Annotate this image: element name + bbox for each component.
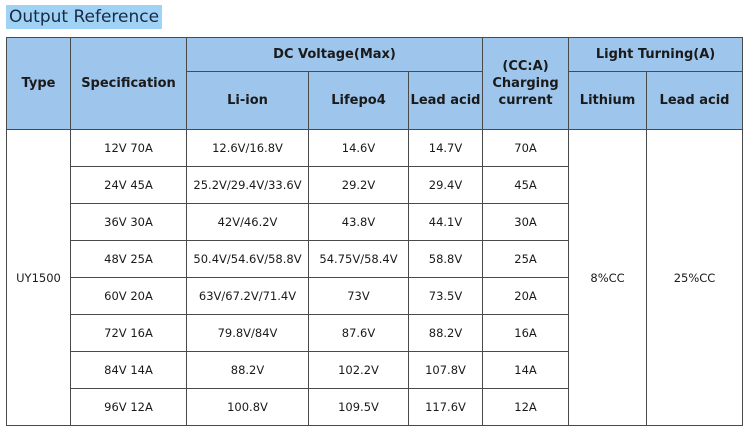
cell-charging-current: 45A — [482, 166, 570, 204]
cell-lifepo4: 43.8V — [308, 203, 409, 241]
table-body: UY1500 12V 70A 12.6V/16.8V 14.6V 14.7V 70A 8%C… — [6, 129, 744, 426]
table-row: 72V 16A 79.8V/84V 87.6V 88.2V 16A — [7, 314, 743, 352]
table-row: 96V 12A 100.8V 109.5V 117.6V 12A — [7, 388, 743, 426]
cell-spec: 48V 25A — [70, 240, 187, 278]
cell-lifepo4: 29.2V — [308, 166, 409, 204]
cell-li-ion: 88.2V — [186, 351, 309, 389]
header-type: Type — [6, 37, 71, 130]
cell-lead-acid: 88.2V — [407, 314, 484, 352]
cell-charging-current: 25A — [482, 240, 570, 278]
table-row: 60V 20A 63V/67.2V/71.4V 73V 73.5V 20A — [7, 277, 743, 315]
cell-li-ion: 79.8V/84V — [186, 314, 309, 352]
cell-light-lead-acid: 25%CC — [646, 129, 744, 426]
cell-li-ion: 42V/46.2V — [186, 203, 309, 241]
cell-lead-acid: 14.7V — [407, 129, 484, 167]
cell-light-lithium: 8%CC — [568, 129, 648, 426]
cell-charging-current: 20A — [482, 277, 570, 315]
cell-lifepo4: 109.5V — [308, 388, 409, 426]
cell-lead-acid: 58.8V — [407, 240, 484, 278]
cell-spec: 72V 16A — [70, 314, 187, 352]
header-lifepo4: Lifepo4 — [308, 71, 409, 130]
table-row: 48V 25A 50.4V/54.6V/58.8V 54.75V/58.4V 58.8… — [7, 240, 743, 278]
cell-type: UY1500 — [6, 129, 71, 426]
cell-spec: 36V 30A — [70, 203, 187, 241]
cell-charging-current: 12A — [482, 388, 570, 426]
header-li-ion: Li-ion — [186, 71, 309, 130]
cell-spec: 24V 45A — [70, 166, 187, 204]
table-row: 24V 45A 25.2V/29.4V/33.6V 29.2V 29.4V 45A — [7, 166, 743, 204]
cell-li-ion: 25.2V/29.4V/33.6V — [186, 166, 309, 204]
header-charging-current: (CC:A) Charging current — [482, 37, 570, 130]
cell-lifepo4: 87.6V — [308, 314, 409, 352]
header-lithium: Lithium — [568, 71, 648, 130]
table-row: UY1500 12V 70A 12.6V/16.8V 14.6V 14.7V 70A 8%C… — [6, 129, 744, 426]
page-title: Output Reference — [6, 5, 163, 29]
header-dc-voltage: DC Voltage(Max) — [185, 37, 484, 72]
cell-lead-acid: 117.6V — [407, 388, 484, 426]
header-light-turning: Light Turning(A) — [568, 37, 744, 72]
cell-charging-current: 70A — [482, 129, 570, 167]
header-specification: Specification — [70, 37, 187, 130]
cell-spec: 12V 70A — [70, 129, 187, 167]
cell-lead-acid: 107.8V — [407, 351, 484, 389]
header-light-lead-acid: Lead acid — [646, 71, 744, 130]
cell-li-ion: 12.6V/16.8V — [186, 129, 309, 167]
cell-lifepo4: 73V — [308, 277, 409, 315]
cell-lead-acid: 73.5V — [407, 277, 484, 315]
cell-lead-acid: 44.1V — [407, 203, 484, 241]
cell-li-ion: 100.8V — [186, 388, 309, 426]
header-lead-acid: Lead acid — [407, 71, 484, 130]
cell-charging-current: 30A — [482, 203, 570, 241]
cell-spec: 84V 14A — [70, 351, 187, 389]
cell-spec: 96V 12A — [70, 388, 187, 426]
cell-li-ion: 50.4V/54.6V/58.8V — [186, 240, 309, 278]
cell-li-ion: 63V/67.2V/71.4V — [186, 277, 309, 315]
cell-lifepo4: 54.75V/58.4V — [308, 240, 409, 278]
cell-spec: 60V 20A — [70, 277, 187, 315]
header-charging-current-unit: (CC:A) — [502, 59, 549, 74]
table-row: 84V 14A 88.2V 102.2V 107.8V 14A — [7, 351, 743, 389]
table-row: 36V 30A 42V/46.2V 43.8V 44.1V 30A — [7, 203, 743, 241]
cell-charging-current: 14A — [482, 351, 570, 389]
table-header: Type Specification DC Voltage(Max) (CC:A… — [6, 37, 744, 130]
cell-charging-current: 16A — [482, 314, 570, 352]
cell-lead-acid: 29.4V — [407, 166, 484, 204]
cell-lifepo4: 14.6V — [308, 129, 409, 167]
output-reference-table: Type Specification DC Voltage(Max) (CC:A… — [6, 37, 744, 426]
cell-lifepo4: 102.2V — [308, 351, 409, 389]
header-charging-current-label: Charging current — [492, 76, 559, 108]
